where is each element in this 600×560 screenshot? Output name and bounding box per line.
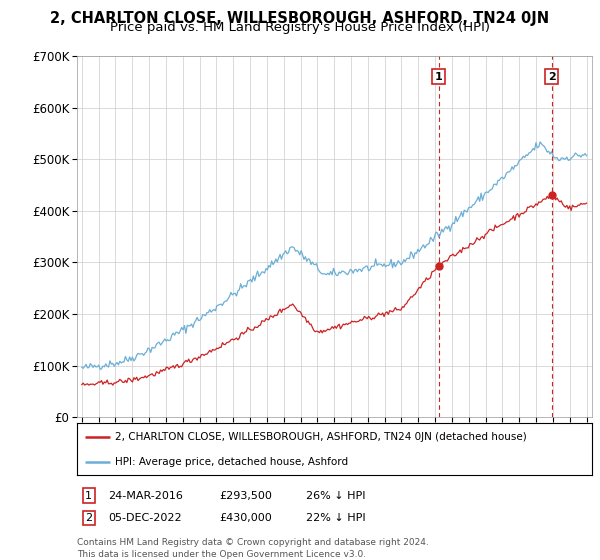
Text: HPI: Average price, detached house, Ashford: HPI: Average price, detached house, Ashf… [115,457,349,467]
Text: £430,000: £430,000 [219,513,272,523]
Text: 2, CHARLTON CLOSE, WILLESBOROUGH, ASHFORD, TN24 0JN: 2, CHARLTON CLOSE, WILLESBOROUGH, ASHFOR… [50,11,550,26]
Text: 2: 2 [548,72,556,82]
Text: 26% ↓ HPI: 26% ↓ HPI [306,491,365,501]
Text: 1: 1 [85,491,92,501]
Text: 2: 2 [85,513,92,523]
Text: 24-MAR-2016: 24-MAR-2016 [108,491,183,501]
Text: Contains HM Land Registry data © Crown copyright and database right 2024.
This d: Contains HM Land Registry data © Crown c… [77,538,428,559]
Text: 2, CHARLTON CLOSE, WILLESBOROUGH, ASHFORD, TN24 0JN (detached house): 2, CHARLTON CLOSE, WILLESBOROUGH, ASHFOR… [115,432,527,442]
Text: £293,500: £293,500 [219,491,272,501]
Text: 05-DEC-2022: 05-DEC-2022 [108,513,182,523]
Text: Price paid vs. HM Land Registry's House Price Index (HPI): Price paid vs. HM Land Registry's House … [110,21,490,34]
Text: 1: 1 [435,72,443,82]
Text: 22% ↓ HPI: 22% ↓ HPI [306,513,365,523]
